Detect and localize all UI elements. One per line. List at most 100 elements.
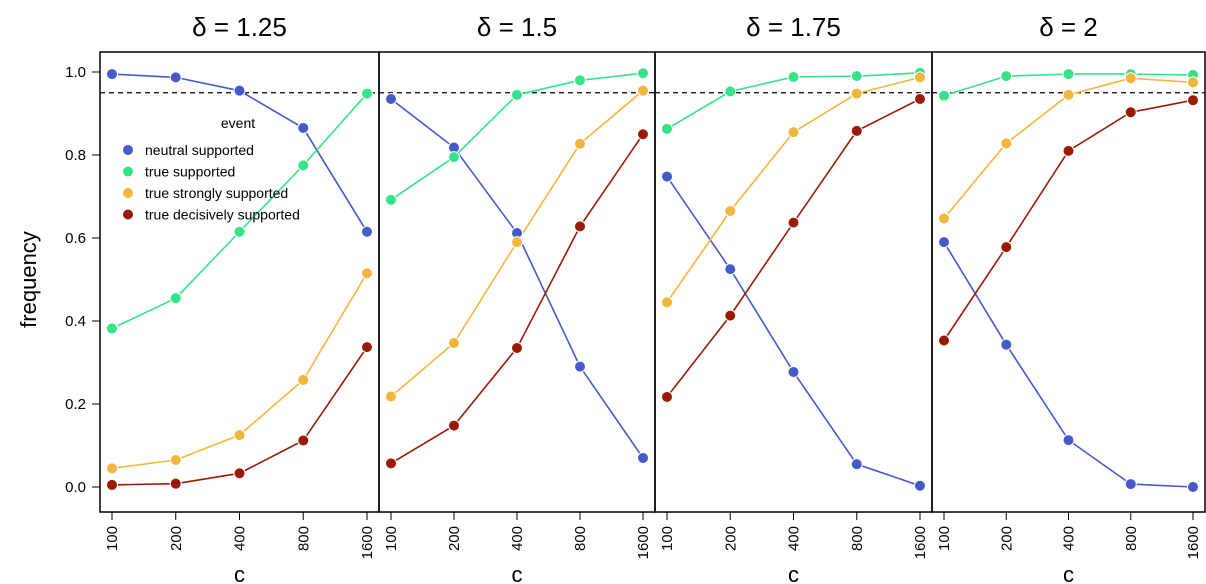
data-point-strong bbox=[1187, 76, 1199, 89]
data-point-strong bbox=[574, 137, 586, 150]
data-point-true bbox=[297, 159, 310, 172]
y-tick-label: 0.0 bbox=[65, 479, 86, 496]
data-point-decisive bbox=[169, 477, 182, 490]
data-point-decisive bbox=[1187, 94, 1199, 107]
y-axis: 0.0 0.2 0.4 0.6 0.8 1.0 frequency bbox=[16, 64, 100, 496]
data-point-strong bbox=[361, 267, 373, 280]
data-point-strong bbox=[850, 87, 863, 100]
panel-title: δ = 2 bbox=[1039, 12, 1098, 42]
data-point-true bbox=[574, 74, 586, 87]
data-point-decisive bbox=[661, 390, 673, 403]
legend-title: event bbox=[221, 115, 255, 131]
data-point-neutral bbox=[574, 360, 586, 373]
data-point-neutral bbox=[724, 263, 737, 276]
data-point-decisive bbox=[787, 216, 800, 229]
x-tick-label: 1600 bbox=[1185, 526, 1202, 559]
data-point-decisive bbox=[448, 419, 460, 432]
data-point-strong bbox=[169, 454, 182, 467]
series-line-decisive bbox=[390, 133, 644, 465]
data-point-decisive bbox=[511, 341, 523, 354]
legend-marker-true bbox=[123, 166, 133, 177]
data-point-neutral bbox=[787, 366, 800, 379]
data-point-neutral bbox=[637, 451, 649, 464]
data-point-strong bbox=[233, 429, 246, 442]
series-line-decisive bbox=[111, 346, 368, 486]
data-point-strong bbox=[1000, 137, 1013, 150]
panel-title: δ = 1.75 bbox=[746, 12, 841, 42]
x-axis-label: c bbox=[234, 562, 245, 584]
data-point-neutral bbox=[938, 236, 950, 249]
data-point-strong bbox=[511, 236, 523, 249]
data-point-true bbox=[850, 70, 863, 83]
data-point-strong bbox=[914, 71, 926, 84]
x-tick-label: 200 bbox=[722, 526, 739, 551]
data-point-neutral bbox=[914, 479, 926, 492]
data-point-decisive bbox=[914, 92, 926, 105]
data-point-true bbox=[233, 225, 246, 238]
legend-label: neutral supported bbox=[145, 142, 254, 158]
data-point-neutral bbox=[106, 68, 118, 81]
panel-title: δ = 1.25 bbox=[192, 12, 287, 42]
data-point-strong bbox=[106, 462, 118, 475]
x-tick-label: 1600 bbox=[912, 526, 929, 559]
data-point-true bbox=[169, 292, 182, 305]
data-point-decisive bbox=[1062, 144, 1075, 157]
x-tick-label: 400 bbox=[786, 526, 803, 551]
data-point-true bbox=[724, 85, 737, 98]
data-point-true bbox=[385, 193, 397, 206]
x-tick-label: 100 bbox=[383, 526, 400, 551]
legend-marker-neutral bbox=[123, 145, 133, 155]
data-point-decisive bbox=[106, 478, 118, 491]
x-tick-label: 200 bbox=[168, 526, 185, 551]
data-point-strong bbox=[1062, 88, 1075, 101]
data-point-neutral bbox=[1124, 478, 1137, 491]
data-point-strong bbox=[297, 373, 310, 386]
x-tick-label: 800 bbox=[1123, 526, 1140, 551]
panel-frame bbox=[654, 51, 933, 513]
y-tick-label: 0.6 bbox=[65, 230, 86, 247]
data-point-true bbox=[448, 151, 460, 164]
data-point-true bbox=[1000, 70, 1013, 83]
data-point-decisive bbox=[1000, 241, 1013, 254]
x-axis-label: c bbox=[788, 562, 799, 584]
data-point-neutral bbox=[169, 71, 182, 84]
x-tick-label: 800 bbox=[849, 526, 866, 551]
data-point-strong bbox=[724, 205, 737, 218]
y-tick-label: 0.8 bbox=[65, 147, 86, 164]
x-tick-label: 1600 bbox=[359, 526, 376, 559]
data-point-neutral bbox=[661, 170, 673, 183]
data-point-true bbox=[787, 70, 800, 83]
data-point-decisive bbox=[724, 309, 737, 322]
data-point-strong bbox=[938, 212, 950, 225]
data-point-decisive bbox=[297, 434, 310, 447]
x-tick-label: 100 bbox=[104, 526, 121, 551]
data-point-strong bbox=[448, 336, 460, 349]
data-point-neutral bbox=[233, 84, 246, 97]
data-point-strong bbox=[385, 390, 397, 403]
data-point-neutral bbox=[361, 225, 373, 238]
x-tick-label: 1600 bbox=[635, 526, 652, 559]
data-point-neutral bbox=[297, 122, 310, 135]
data-point-true bbox=[661, 122, 673, 135]
data-point-strong bbox=[637, 84, 649, 97]
x-axis-label: c bbox=[512, 562, 523, 584]
data-point-decisive bbox=[233, 467, 246, 480]
data-point-true bbox=[511, 88, 523, 101]
data-point-true bbox=[637, 67, 649, 80]
data-point-decisive bbox=[850, 124, 863, 137]
data-point-neutral bbox=[1062, 434, 1075, 447]
legend-label: true decisively supported bbox=[145, 207, 300, 223]
data-point-strong bbox=[661, 296, 673, 309]
y-tick-label: 0.4 bbox=[65, 313, 86, 330]
data-point-decisive bbox=[1124, 106, 1137, 119]
data-point-neutral bbox=[1000, 338, 1013, 351]
x-tick-label: 800 bbox=[572, 526, 589, 551]
series-line-strong bbox=[666, 76, 921, 303]
panel-3: δ = 1.75 100 200 400 800 1600 c bbox=[654, 12, 933, 584]
series-line-neutral bbox=[943, 241, 1194, 488]
panel-title: δ = 1.5 bbox=[477, 12, 557, 42]
x-tick-label: 100 bbox=[936, 526, 953, 551]
x-tick-label: 100 bbox=[659, 526, 676, 551]
x-tick-label: 200 bbox=[998, 526, 1015, 551]
